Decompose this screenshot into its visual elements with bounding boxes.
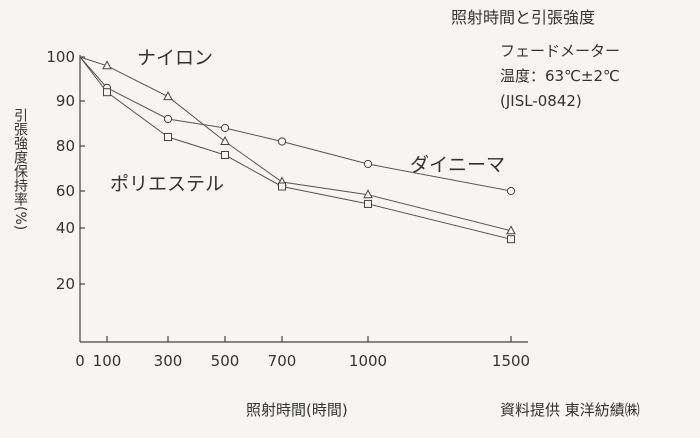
data-point-square	[364, 199, 372, 208]
y-tick-label: 100	[46, 48, 75, 66]
data-point-triangle	[506, 225, 516, 235]
series-layer	[79, 56, 516, 244]
series-label-dyneema: ダイニーマ	[410, 154, 505, 176]
data-point-triangle	[220, 135, 230, 145]
condition-line-3: (JISL-0842)	[500, 92, 582, 110]
y-tick-label: 90	[56, 92, 75, 110]
data-point-circle	[506, 186, 516, 196]
series-label-nylon: ナイロン	[137, 47, 213, 69]
data-point-square	[103, 88, 111, 97]
x-axis-label: 照射時間(時間)	[246, 401, 348, 419]
condition-line-2: 温度：63℃±2℃	[500, 67, 620, 85]
y-tick-label: 80	[56, 137, 75, 155]
chart-title: 照射時間と引張強度	[451, 8, 595, 27]
x-tick-label: 100	[93, 352, 122, 370]
y-axis-label: 引張強度保持率(%)	[12, 108, 28, 230]
data-point-square	[164, 133, 172, 141]
data-point-circle	[363, 159, 373, 169]
x-tick-label: 500	[211, 352, 240, 370]
y-tick-label: 60	[56, 182, 75, 200]
y-ticks: 20 40 60 80 90 100	[46, 48, 85, 293]
y-tick-label: 20	[56, 275, 75, 293]
data-point-circle	[220, 123, 230, 133]
data-point-circle	[277, 137, 287, 146]
x-tick-label: 300	[154, 352, 183, 370]
y-tick-label: 40	[56, 219, 75, 237]
x-tick-label: 1000	[349, 352, 387, 370]
series-label-polyester: ポリエステル	[110, 173, 224, 195]
data-point-triangle	[102, 60, 112, 70]
x-ticks: 0 100 300 500 700 1000 1500	[75, 336, 530, 370]
x-tick-label: 1500	[492, 352, 530, 370]
data-point-circle	[163, 114, 173, 124]
series-line	[79, 56, 512, 232]
x-tick-label: 0	[75, 352, 85, 370]
data-point-square	[278, 182, 286, 191]
condition-line-1: フェードメーター	[500, 42, 620, 60]
x-tick-label: 700	[268, 352, 297, 370]
data-point-square	[507, 235, 515, 244]
data-point-triangle	[163, 91, 173, 101]
data-point-square	[221, 151, 229, 159]
data-point-triangle	[363, 189, 373, 199]
source-credit: 資料提供 東洋紡績㈱	[500, 401, 640, 419]
